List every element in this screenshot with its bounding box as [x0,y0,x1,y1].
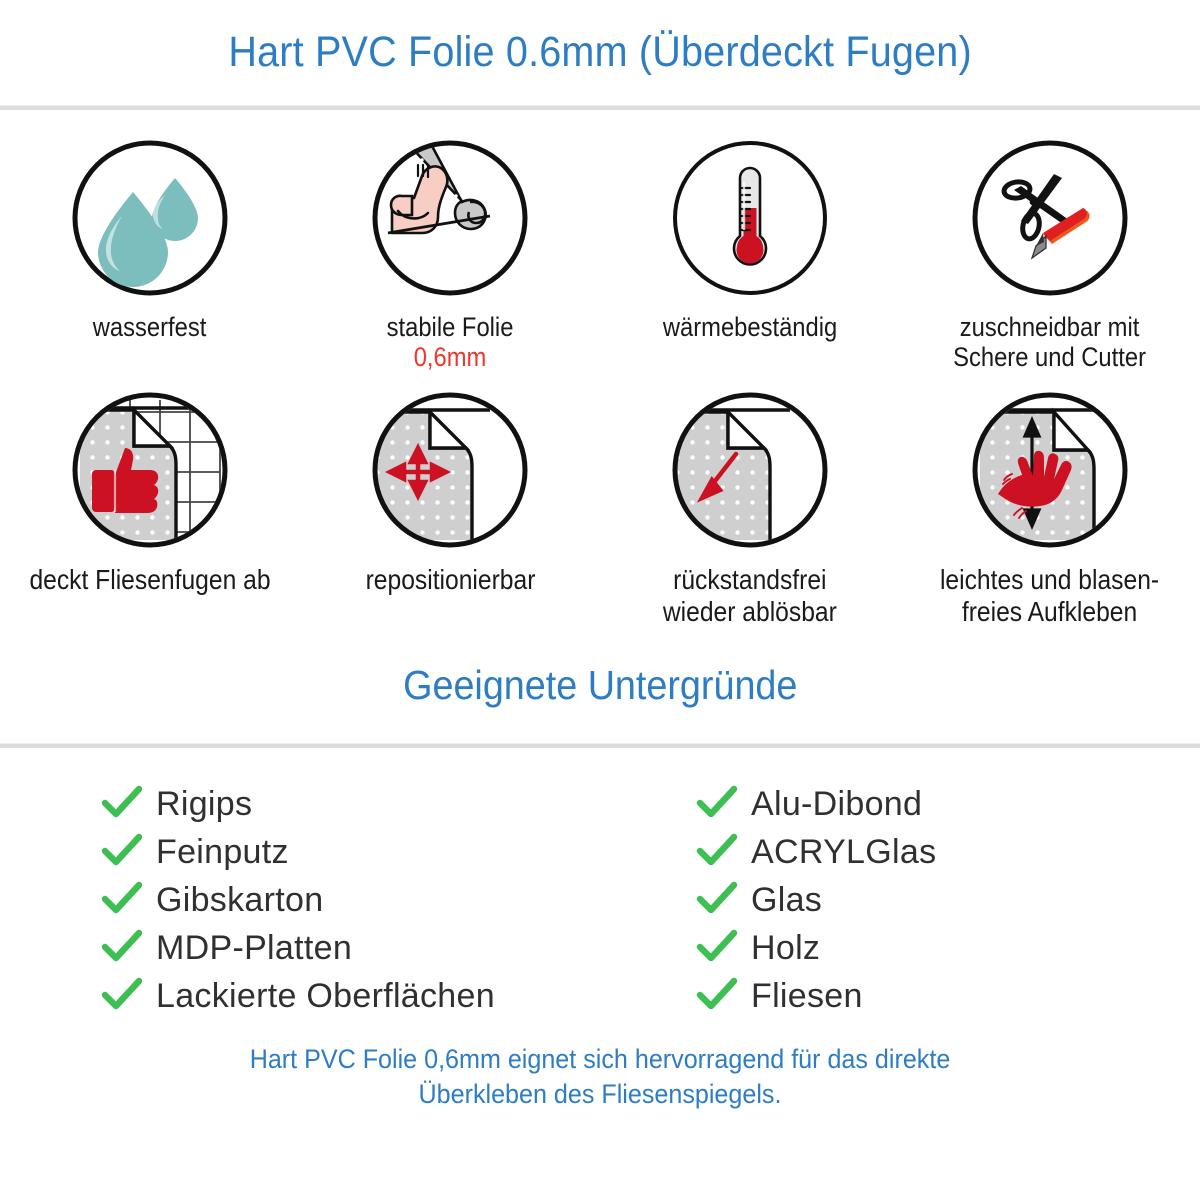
feature-deckt-fliesenfugen: deckt Fliesenfugen ab [0,390,300,627]
feature-label: repositionierbar [365,564,535,596]
four-way-arrow-foil-icon [370,390,530,550]
thermometer-icon [670,138,830,298]
feature-waermebestaendig: wärmebeständig [600,138,900,372]
feature-zuschneidbar: zuschneidbar mit Schere und Cutter [900,138,1200,372]
section-divider [0,743,1200,749]
list-item: Feinputz [100,828,600,876]
check-icon [100,784,144,825]
list-item-label: Gibskarton [156,880,324,919]
list-item-label: ACRYLGlas [751,832,937,871]
list-item: Gibskarton [100,876,600,924]
check-icon [695,928,739,969]
untergruende-right-column: Alu-Dibond ACRYLGlas Glas Holz Fliesen [600,780,1200,1020]
page-title: Hart PVC Folie 0.6mm (Überdeckt Fugen) [228,28,972,76]
feature-row-2: deckt Fliesenfugen ab [0,390,1200,627]
feature-grid: wasserfest [0,110,1200,627]
list-item-label: Feinputz [156,832,289,871]
water-drops-icon [70,138,230,298]
feature-repositionierbar: repositionierbar [300,390,600,627]
check-icon [100,832,144,873]
check-icon [695,784,739,825]
feature-label: wasserfest [93,312,207,342]
hand-smoothing-foil-icon [970,390,1130,550]
list-item: Alu-Dibond [695,780,1200,828]
list-item: Holz [695,924,1200,972]
list-item: Fliesen [695,972,1200,1020]
untergruende-lists: Rigips Feinputz Gibskarton MDP-Platten L… [0,748,1200,1020]
scissors-cutter-icon [970,138,1130,298]
feature-blasenfreies-aufkleben: leichtes und blasen- freies Aufkleben [900,390,1200,627]
check-icon [695,832,739,873]
list-item-label: Fliesen [751,976,863,1015]
list-item-label: Glas [751,880,823,919]
footer-line-2: Überkleben des Fliesenspiegels. [418,1079,782,1110]
feature-label: rückstandsfrei wieder ablösbar [663,564,837,627]
thumbs-up-tiles-icon [70,390,230,550]
header-divider [0,105,1200,110]
check-icon [100,976,144,1017]
list-item: MDP-Platten [100,924,600,972]
feature-stabile-folie: stabile Folie 0,6mm [300,138,600,372]
check-icon [695,880,739,921]
footer-note: Hart PVC Folie 0,6mm eignet sich hervorr… [0,1042,1200,1112]
feature-label: deckt Fliesenfugen ab [29,564,271,596]
feature-rueckstandsfrei: rückstandsfrei wieder ablösbar [600,390,900,627]
flexing-arm-foil-icon [370,138,530,298]
list-item: Glas [695,876,1200,924]
list-item-label: Lackierte Oberflächen [156,976,495,1015]
section-title-text: Geeignete Untergründe [402,661,798,708]
peel-arrow-foil-icon [670,390,830,550]
feature-label: leichtes und blasen- freies Aufkleben [940,564,1160,627]
list-item: ACRYLGlas [695,828,1200,876]
list-item-label: Rigips [156,784,253,823]
feature-row-1: wasserfest [0,138,1200,372]
section-header-untergruende: Geeignete Untergründe [0,627,1200,743]
check-icon [100,928,144,969]
list-item: Lackierte Oberflächen [100,972,600,1020]
feature-sublabel: 0,6mm [413,342,487,373]
list-item-label: MDP-Platten [156,928,353,967]
list-item-label: Alu-Dibond [751,784,923,823]
feature-label: wärmebeständig [662,312,838,342]
check-icon [695,976,739,1017]
page-header: Hart PVC Folie 0.6mm (Überdeckt Fugen) [0,0,1200,105]
footer-line-1: Hart PVC Folie 0,6mm eignet sich hervorr… [249,1044,951,1075]
feature-label: stabile Folie 0,6mm [386,312,514,373]
list-item-label: Holz [751,928,821,967]
check-icon [100,880,144,921]
feature-wasserfest: wasserfest [0,138,300,372]
feature-label: zuschneidbar mit Schere und Cutter [953,312,1147,373]
untergruende-left-column: Rigips Feinputz Gibskarton MDP-Platten L… [0,780,600,1020]
list-item: Rigips [100,780,600,828]
